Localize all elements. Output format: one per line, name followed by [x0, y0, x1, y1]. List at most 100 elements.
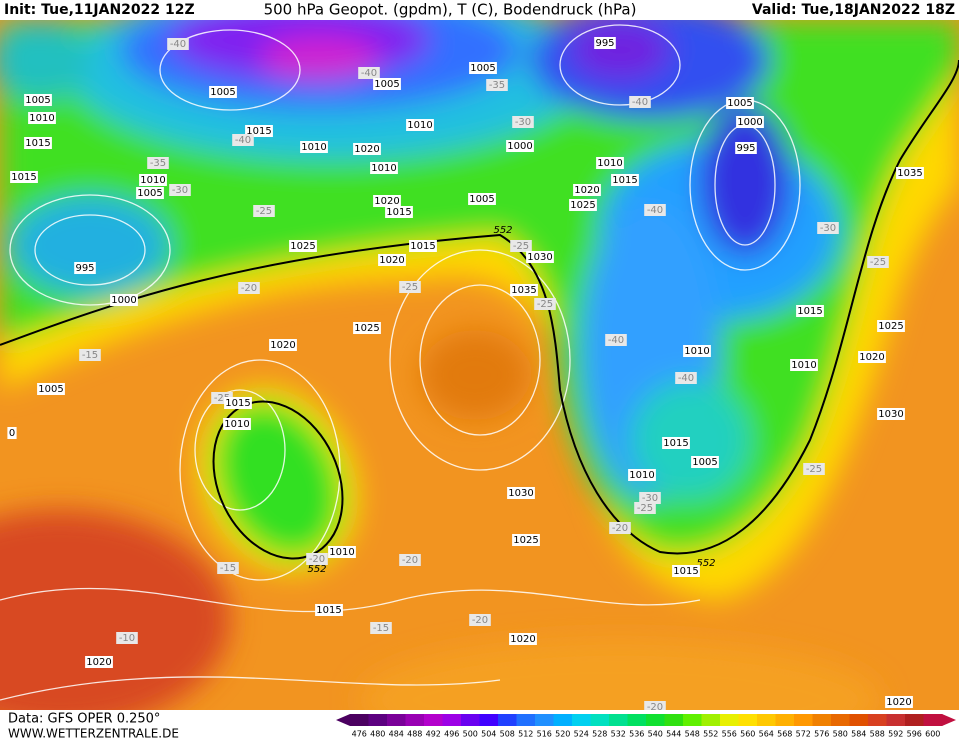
label-box [468, 193, 496, 205]
label-box [406, 119, 434, 131]
colorbar-cell [350, 714, 369, 726]
pressure-label: 1025 [570, 200, 595, 211]
colorbar-label: 484 [389, 730, 404, 739]
label-box [209, 86, 237, 98]
pressure-label: 1015 [25, 138, 50, 149]
label-box [526, 251, 554, 263]
label-box [373, 195, 401, 207]
label-box [634, 502, 656, 514]
colorbar-label: 588 [870, 730, 885, 739]
label-box [253, 205, 275, 217]
colorbar-label: 552 [703, 730, 718, 739]
geopotential-label: 552 [307, 564, 326, 575]
colorbar-cell [868, 714, 887, 726]
label-box [877, 408, 905, 420]
label-box [594, 37, 616, 49]
pressure-label: 1020 [886, 697, 911, 708]
temperature-label: -15 [373, 623, 389, 634]
temperature-label: -25 [637, 503, 653, 514]
label-box [510, 284, 538, 296]
label-box [605, 334, 627, 346]
label-box [486, 79, 508, 91]
pressure-label: 1010 [371, 163, 396, 174]
label-box [169, 184, 191, 196]
pressure-label: 1010 [329, 547, 354, 558]
colorbar-cell [461, 714, 480, 726]
temperature-label: -20 [241, 283, 257, 294]
label-box [224, 397, 252, 409]
label-box [378, 254, 406, 266]
label-box [300, 141, 328, 153]
pressure-label: 1020 [374, 196, 399, 207]
temperature-label: -15 [82, 350, 98, 361]
label-box [609, 522, 631, 534]
pressure-label: 1005 [470, 63, 495, 74]
label-box [116, 632, 138, 644]
label-box [817, 222, 839, 234]
temperature-label: -30 [172, 185, 188, 196]
colorbar-arrow-high [942, 714, 956, 726]
label-box [691, 456, 719, 468]
label-box [683, 345, 711, 357]
colorbar-cell [627, 714, 647, 726]
temperature-label: -40 [235, 135, 251, 146]
label-box [399, 281, 421, 293]
pressure-label: 1025 [290, 241, 315, 252]
label-box [510, 240, 532, 252]
label-box [269, 339, 297, 351]
colorbar-label: 600 [925, 730, 940, 739]
valid-time: Valid: Tue,18JAN2022 18Z [752, 2, 955, 18]
pressure-label: 1000 [111, 295, 136, 306]
colorbar-cell [535, 714, 554, 726]
colorbar-label: 528 [592, 730, 607, 739]
colorbar-label: 476 [352, 730, 367, 739]
website: WWW.WETTERZENTRALE.DE [8, 727, 179, 741]
label-box [10, 171, 38, 183]
pressure-label: 1005 [210, 87, 235, 98]
pressure-label: 1015 [11, 172, 36, 183]
pressure-label: 1035 [897, 168, 922, 179]
colorbar-label: 548 [685, 730, 700, 739]
label-box [139, 174, 167, 186]
label-box [796, 305, 824, 317]
temperature-label: -20 [612, 523, 628, 534]
pressure-label: 1005 [25, 95, 50, 106]
colorbar-label: 536 [629, 730, 644, 739]
colorbar-cell [609, 714, 628, 726]
label-box [512, 534, 540, 546]
temperature-label: -40 [647, 205, 663, 216]
colorbar-label: 488 [407, 730, 422, 739]
colorbar-cell [387, 714, 406, 726]
temperature-label: -20 [647, 702, 663, 713]
temperature-label: -30 [820, 223, 836, 234]
label-box [867, 256, 889, 268]
colorbar-cell [424, 714, 443, 726]
label-box [509, 633, 537, 645]
pressure-label: 1005 [374, 79, 399, 90]
colorbar-cell [405, 714, 425, 726]
label-box [370, 622, 392, 634]
colorbar-label: 572 [796, 730, 811, 739]
contour-552 [0, 59, 959, 555]
label-box [596, 157, 624, 169]
label-box [167, 38, 189, 50]
colorbar-label: 504 [481, 730, 496, 739]
pressure-label: 1010 [224, 419, 249, 430]
colorbar-cell [683, 714, 702, 726]
label-box [399, 554, 421, 566]
pressure-label: 1010 [301, 142, 326, 153]
label-box [306, 553, 328, 565]
temperature-label: -20 [402, 555, 418, 566]
pressure-label: 1015 [386, 207, 411, 218]
pressure-label: 1020 [270, 340, 295, 351]
label-box [512, 116, 534, 128]
colorbar-cell [794, 714, 813, 726]
pressure-label: 1015 [316, 605, 341, 616]
temperature-label: -30 [642, 493, 658, 504]
label-box [373, 78, 401, 90]
pressure-label: 1010 [140, 175, 165, 186]
temperature-label: -40 [170, 39, 186, 50]
